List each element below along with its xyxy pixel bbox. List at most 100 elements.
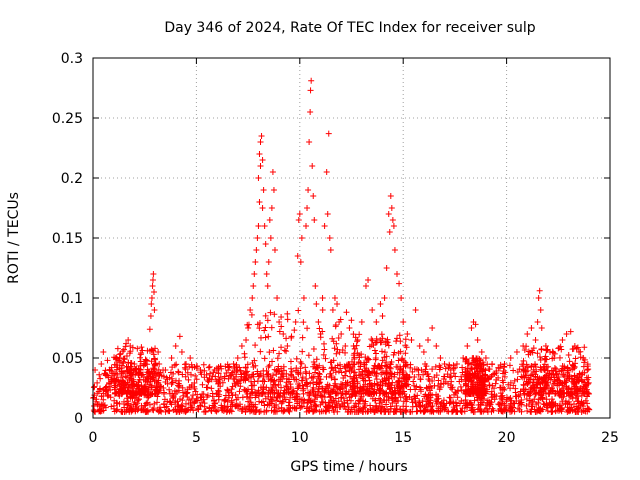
band-point — [544, 407, 551, 414]
band-point — [401, 373, 408, 380]
data-point — [172, 343, 179, 349]
band-point — [298, 403, 305, 410]
band-point — [337, 386, 344, 393]
band-point — [385, 408, 392, 415]
x-tick-label: 20 — [498, 430, 516, 446]
band-point — [278, 313, 285, 320]
data-point — [312, 283, 319, 289]
band-point — [172, 377, 179, 384]
band-point — [378, 362, 385, 369]
band-point — [456, 378, 463, 385]
band-point — [138, 407, 145, 414]
band-point — [102, 386, 109, 393]
band-point — [182, 373, 189, 380]
band-point — [482, 367, 489, 374]
band-point — [527, 376, 534, 383]
band-point — [123, 352, 130, 359]
band-point — [286, 399, 293, 406]
band-point — [229, 383, 236, 390]
band-point — [537, 384, 544, 391]
band-point — [140, 362, 147, 369]
band-point — [263, 407, 270, 414]
band-point — [182, 400, 189, 407]
band-point — [208, 376, 215, 383]
band-point — [478, 363, 485, 370]
band-point — [300, 385, 307, 392]
band-point — [215, 380, 222, 387]
band-point — [270, 347, 277, 354]
band-point — [269, 376, 276, 383]
band-point — [364, 371, 371, 378]
band-point — [324, 381, 331, 388]
band-point — [498, 408, 505, 415]
band-point — [331, 376, 338, 383]
band-point — [94, 379, 101, 386]
band-point — [313, 403, 320, 410]
band-point — [161, 389, 168, 396]
band-point — [201, 374, 208, 381]
band-point — [398, 388, 405, 395]
band-point — [451, 406, 458, 413]
band-point — [133, 369, 140, 376]
x-tick-label: 10 — [291, 430, 309, 446]
band-point — [476, 356, 483, 363]
band-point — [575, 400, 582, 407]
band-point — [481, 377, 488, 384]
band-point — [379, 390, 386, 397]
y-tick-label: 0.25 — [52, 111, 83, 127]
data-point — [259, 205, 266, 211]
band-point — [228, 371, 235, 378]
band-point — [440, 400, 447, 407]
band-point — [333, 340, 340, 347]
data-point — [336, 319, 343, 325]
band-point — [136, 376, 143, 383]
band-point — [486, 366, 493, 373]
band-point — [287, 384, 294, 391]
band-point — [321, 340, 327, 347]
band-point — [113, 407, 120, 414]
band-point — [160, 400, 167, 407]
band-point — [364, 387, 371, 394]
band-point — [356, 407, 363, 414]
data-point — [214, 367, 221, 373]
band-point — [144, 407, 151, 414]
band-point — [579, 369, 586, 376]
band-point — [287, 358, 294, 365]
band-point — [121, 356, 128, 363]
data-point — [300, 295, 307, 301]
band-point — [551, 377, 558, 384]
band-point — [237, 367, 244, 374]
data-point — [307, 87, 314, 94]
band-point — [371, 347, 378, 354]
band-point — [468, 377, 475, 384]
band-point — [114, 371, 121, 378]
band-point — [300, 400, 307, 407]
data-point — [183, 361, 190, 367]
band-point — [460, 400, 467, 407]
band-point — [380, 397, 387, 404]
band-point — [368, 382, 375, 389]
band-point — [468, 407, 475, 414]
band-point — [362, 354, 369, 361]
band-point — [160, 384, 167, 391]
band-point — [555, 373, 562, 380]
band-point — [434, 398, 441, 405]
x-tick-label: 0 — [89, 430, 98, 446]
data-point — [319, 295, 326, 301]
band-point — [485, 376, 492, 383]
band-point — [530, 345, 537, 352]
band-point — [241, 370, 248, 377]
band-point — [175, 368, 182, 375]
band-point — [373, 335, 380, 342]
band-point — [335, 368, 342, 375]
band-point — [120, 388, 127, 395]
band-point — [221, 373, 228, 380]
band-point — [585, 374, 592, 381]
band-point — [330, 338, 337, 345]
band-point — [319, 307, 326, 314]
band-point — [321, 346, 328, 353]
band-point — [527, 349, 534, 356]
band-point — [574, 387, 581, 394]
data-point — [468, 325, 475, 331]
band-point — [122, 373, 129, 380]
